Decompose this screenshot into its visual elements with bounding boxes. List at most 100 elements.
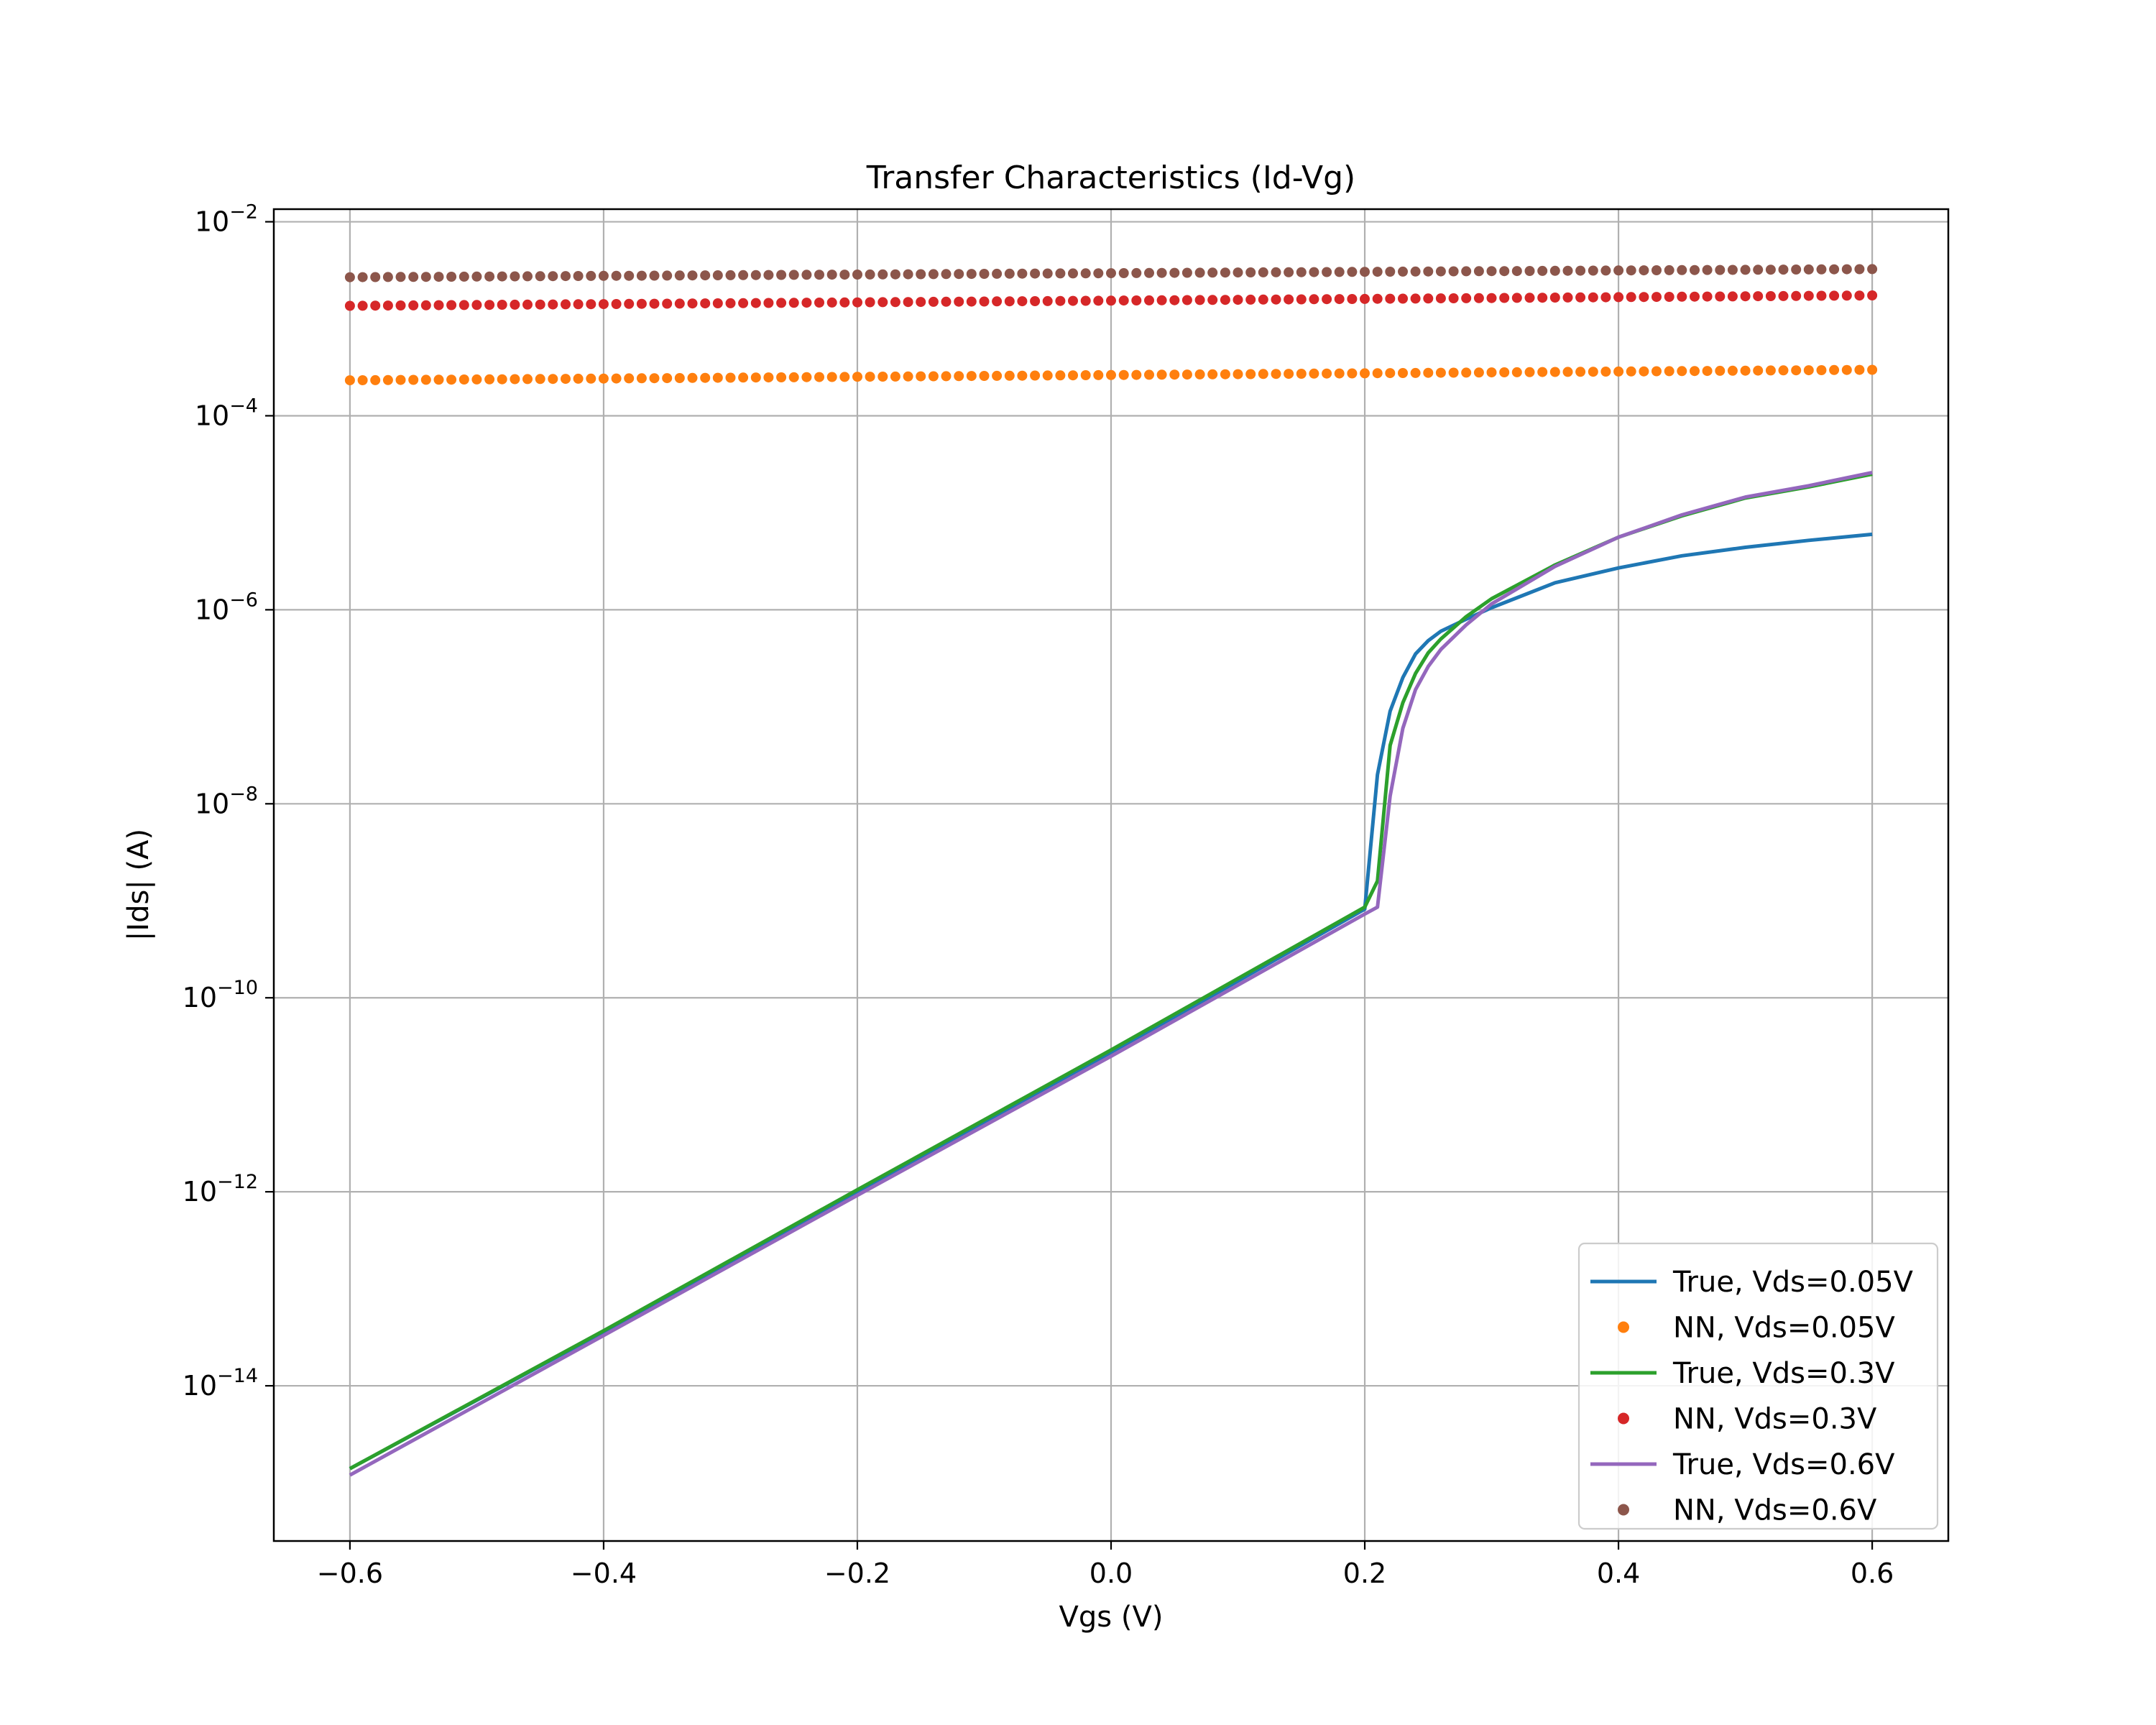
data-point: [763, 270, 774, 280]
data-point: [1778, 264, 1789, 275]
data-point: [1245, 294, 1256, 305]
data-point: [928, 371, 939, 382]
data-point: [510, 374, 520, 385]
data-point: [497, 271, 507, 282]
data-point: [586, 299, 596, 310]
data-point: [535, 299, 545, 310]
data-point: [1829, 264, 1840, 275]
data-point: [1639, 366, 1649, 377]
data-point: [1118, 369, 1129, 380]
data-point: [877, 269, 888, 280]
x-axis: −0.6 −0.4 −0.2 0.0 0.2 0.4 0.6: [317, 1541, 1894, 1589]
data-point: [1753, 365, 1764, 376]
legend-label: NN, Vds=0.05V: [1673, 1312, 1895, 1345]
data-point: [561, 299, 571, 310]
y-tick-label: 10−6: [195, 589, 258, 625]
data-point: [712, 270, 723, 280]
data-point: [1829, 290, 1840, 301]
data-point: [916, 371, 926, 382]
data-point: [1613, 265, 1624, 276]
data-point: [1347, 368, 1358, 379]
data-point: [1727, 264, 1738, 275]
data-point: [1309, 368, 1319, 379]
data-point: [877, 297, 888, 308]
data-point: [1334, 267, 1345, 277]
data-point: [1753, 291, 1764, 302]
data-point: [561, 374, 571, 385]
data-point: [1284, 294, 1294, 305]
data-point: [725, 372, 736, 383]
data-point: [826, 270, 837, 280]
data-point: [344, 300, 355, 311]
data-point: [979, 296, 990, 307]
data-point: [395, 300, 406, 310]
data-point: [1854, 364, 1865, 375]
data-point: [1486, 293, 1497, 303]
data-point: [738, 372, 749, 383]
data-point: [1144, 267, 1154, 278]
data-point: [750, 298, 761, 308]
data-point: [1271, 294, 1281, 305]
y-tick-label: 10−2: [195, 201, 258, 238]
data-point: [471, 374, 482, 385]
data-point: [826, 372, 837, 382]
data-point: [586, 373, 596, 384]
data-point: [1055, 268, 1066, 279]
x-tick-label: −0.2: [824, 1558, 890, 1589]
legend-box: [1577, 1242, 1939, 1530]
data-point: [916, 269, 926, 280]
series-points-nn-vds-0-05v: [344, 364, 1878, 386]
legend-label: NN, Vds=0.6V: [1673, 1494, 1877, 1527]
data-point: [535, 271, 545, 282]
data-point: [662, 298, 673, 309]
data-point: [1080, 370, 1091, 380]
y-tick-label: 10−4: [195, 395, 258, 431]
data-point: [1284, 369, 1294, 380]
data-point: [484, 300, 495, 310]
data-point: [395, 374, 406, 385]
data-point: [1562, 292, 1573, 303]
data-point: [1549, 293, 1560, 303]
data-point: [750, 270, 761, 280]
data-point: [370, 300, 381, 311]
data-point: [788, 372, 799, 382]
data-point: [738, 298, 749, 308]
data-point: [1296, 267, 1307, 277]
data-point: [636, 270, 647, 281]
data-point: [1727, 365, 1738, 376]
data-point: [1296, 369, 1307, 379]
data-point: [1118, 295, 1129, 306]
data-point: [1169, 267, 1180, 278]
data-point: [979, 269, 990, 279]
data-point: [1677, 264, 1687, 275]
data-point: [839, 297, 850, 308]
data-point: [1626, 292, 1636, 303]
data-point: [1435, 293, 1446, 304]
data-point: [1372, 293, 1383, 304]
legend-label: True, Vds=0.05V: [1672, 1266, 1914, 1299]
data-point: [903, 297, 913, 308]
data-point: [1131, 369, 1142, 380]
data-point: [1017, 268, 1028, 279]
data-point: [1690, 366, 1700, 377]
data-point: [1258, 267, 1268, 277]
data-point: [1499, 266, 1510, 277]
data-point: [1220, 267, 1230, 278]
data-point: [548, 271, 558, 282]
data-point: [1867, 290, 1878, 300]
data-point: [420, 374, 431, 385]
data-point: [624, 298, 635, 309]
data-point: [471, 300, 482, 310]
data-point: [687, 372, 698, 383]
data-point: [941, 296, 952, 307]
data-point: [382, 374, 393, 385]
data-point: [865, 269, 875, 280]
data-point: [1194, 267, 1205, 278]
data-point: [1398, 368, 1408, 378]
data-point: [1004, 370, 1015, 381]
data-point: [1372, 267, 1383, 277]
data-point: [1626, 265, 1636, 276]
data-point: [1461, 266, 1472, 277]
data-point: [1360, 368, 1370, 379]
data-point: [1867, 364, 1878, 375]
